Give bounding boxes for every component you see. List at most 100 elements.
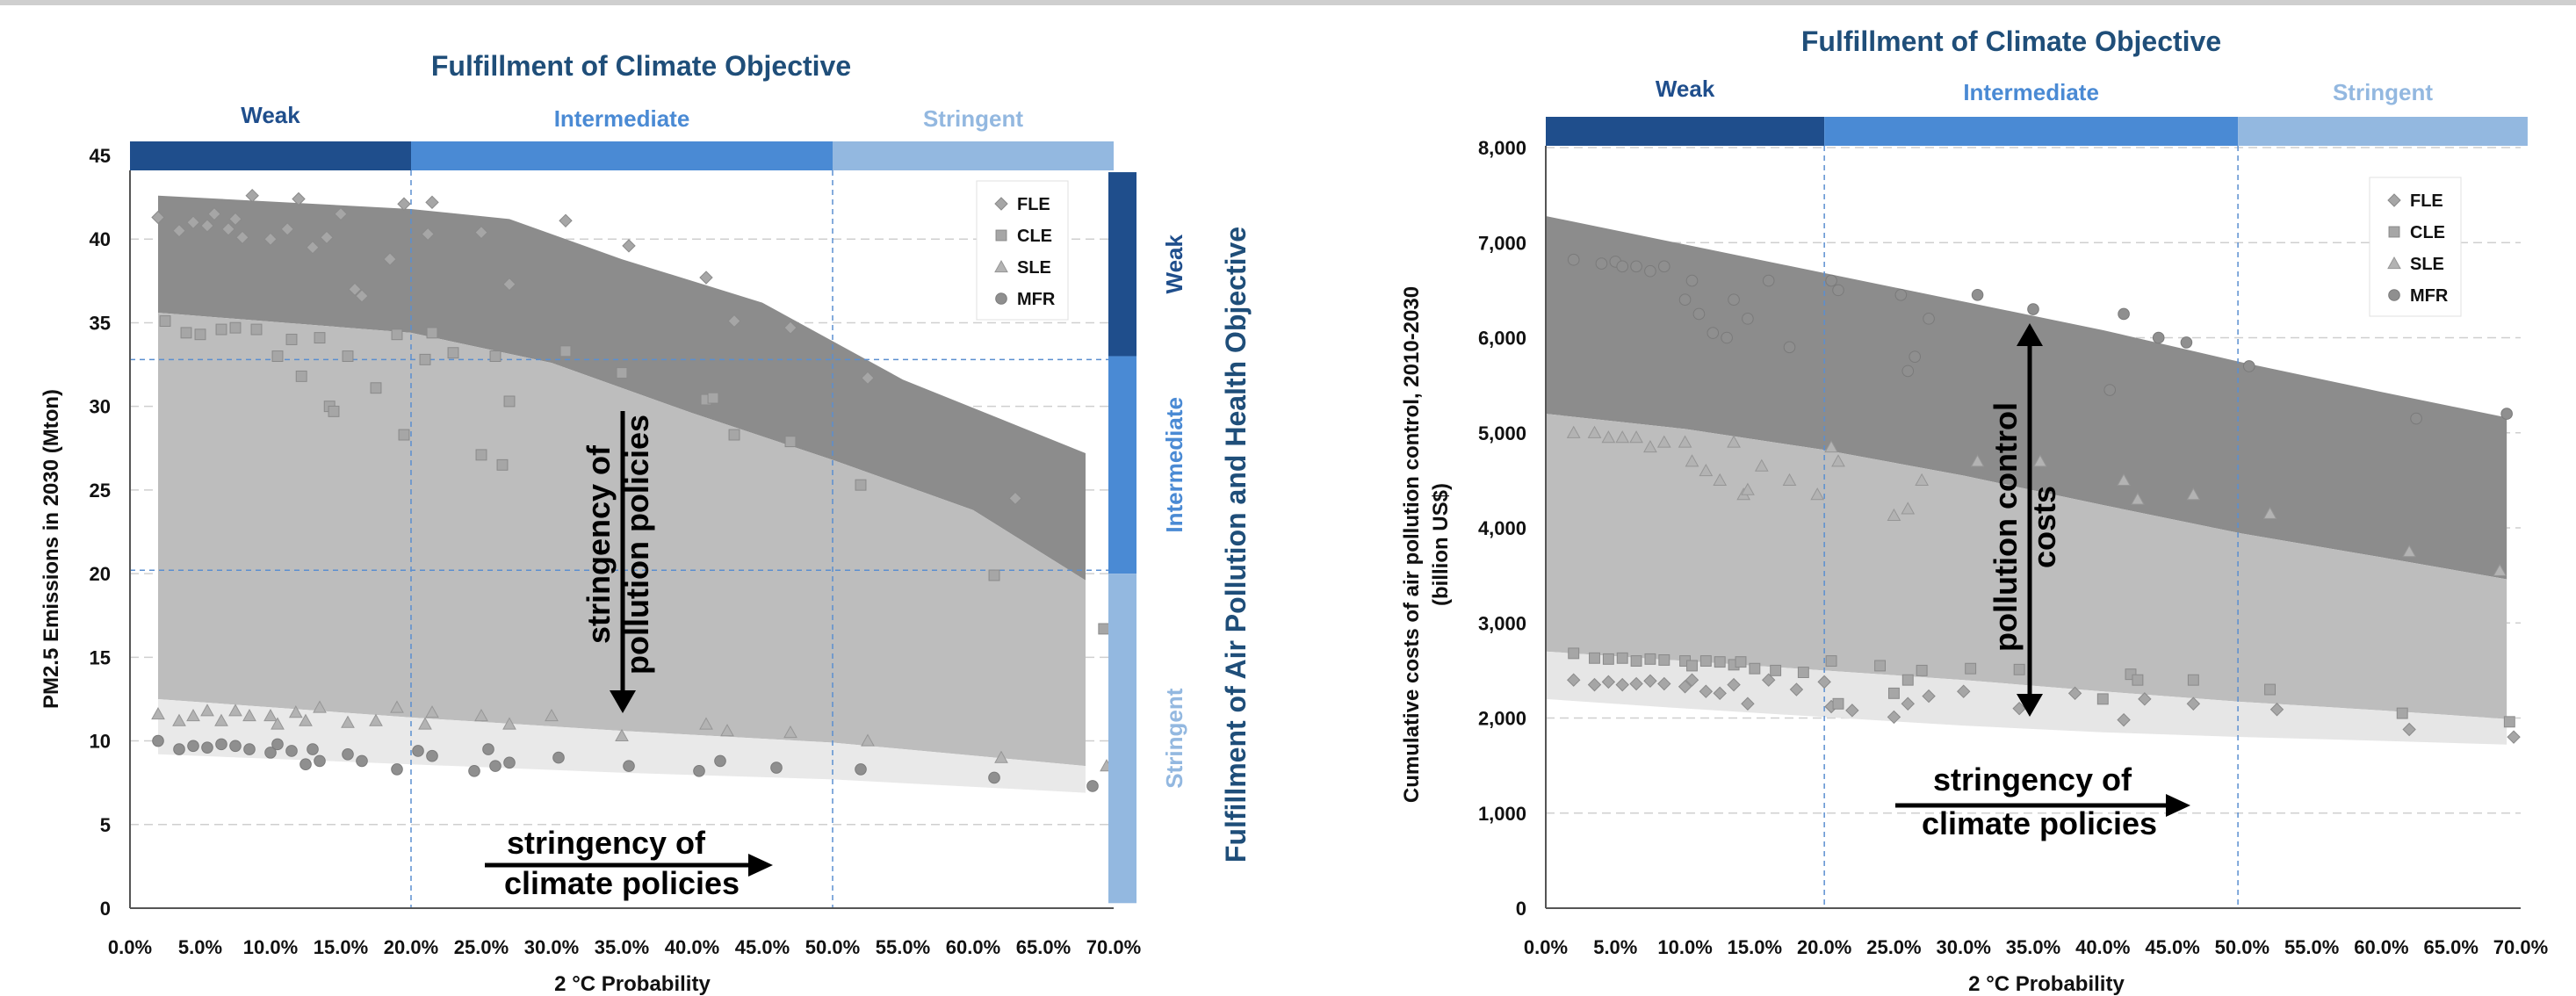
point-mfr: [1692, 307, 1706, 321]
point-cle: [250, 323, 263, 336]
point-cle: [784, 436, 797, 448]
point-mfr: [2410, 412, 2422, 425]
point-sle: [502, 717, 516, 730]
point-fle: [348, 282, 362, 297]
point-cle: [314, 332, 326, 344]
x-tick-label: 35.0%: [595, 936, 649, 958]
annotation-pollution-policies: stringency of pollution policies: [581, 411, 655, 713]
point-cle: [1735, 656, 1747, 668]
point-fle: [1762, 673, 1776, 687]
point-fle: [474, 225, 488, 240]
point-cle: [398, 429, 410, 441]
point-sle: [1566, 425, 1581, 438]
x-tick-label: 60.0%: [2354, 936, 2408, 958]
point-cle: [1832, 697, 1844, 710]
point-fle: [421, 227, 435, 242]
y-tick-label: 5,000: [1478, 422, 1526, 444]
health-band-label-intermediate: Intermediate: [1161, 397, 1187, 533]
point-sle: [172, 713, 186, 726]
point-cle: [1874, 660, 1887, 672]
point-cle: [855, 479, 867, 491]
point-cle: [1616, 652, 1628, 664]
point-fle: [2138, 692, 2152, 706]
point-sle: [2402, 545, 2416, 558]
point-mfr: [552, 751, 565, 764]
point-fle: [207, 206, 221, 221]
point-mfr: [173, 743, 185, 755]
x-tick-label: 70.0%: [1086, 936, 1141, 958]
point-fle: [1845, 704, 1859, 718]
legend-marker-fle: [994, 197, 1008, 211]
annotation-pollution-line2: pollution policies: [619, 415, 655, 675]
point-sle: [425, 705, 439, 718]
climate-band-stringent: [2238, 117, 2528, 146]
point-cle: [391, 328, 403, 341]
point-mfr: [356, 754, 368, 768]
point-sle: [1727, 435, 1741, 448]
x-tick-label: 35.0%: [2006, 936, 2060, 958]
point-mfr: [2500, 408, 2513, 420]
y-tick-label: 0: [100, 898, 111, 920]
point-fle: [263, 232, 278, 246]
y-tick-label: 40: [90, 228, 111, 250]
point-mfr: [2027, 303, 2039, 315]
annotation-climate-policies-right: stringency of climate policies: [1895, 761, 2190, 841]
annotation-climate-left-line2: climate policies: [504, 865, 740, 901]
point-mfr: [623, 760, 635, 772]
point-sle: [1699, 464, 1714, 477]
point-sle: [2131, 492, 2145, 505]
point-mfr: [307, 743, 319, 755]
health-band-intermediate: [1108, 356, 1136, 574]
legend-marker-sle: [2387, 256, 2401, 270]
climate-band-label-weak: Weak: [241, 102, 300, 128]
point-fle: [334, 206, 348, 221]
point-cle: [1630, 655, 1642, 667]
point-mfr: [503, 756, 516, 769]
legend-marker-sle: [994, 259, 1008, 273]
point-fle: [1887, 710, 1901, 725]
point-mfr: [1630, 260, 1642, 273]
legend-label-mfr: MFR: [2410, 286, 2449, 306]
point-fle: [228, 212, 242, 227]
point-sle: [1685, 454, 1699, 467]
point-sle: [2262, 506, 2277, 519]
point-mfr: [152, 734, 164, 747]
annotation-costs-line2: costs: [2026, 486, 2062, 568]
point-cle: [1602, 653, 1614, 665]
point-fle: [1922, 689, 1936, 704]
point-sle: [720, 724, 734, 737]
x-tick-label: 45.0%: [735, 936, 790, 958]
x-tick-label: 55.0%: [2284, 936, 2339, 958]
y-tick-label: 3,000: [1478, 612, 1526, 634]
point-fle: [2186, 696, 2201, 711]
point-fle: [425, 195, 439, 210]
point-mfr: [770, 761, 783, 774]
point-sle: [1587, 425, 1602, 438]
point-fle: [783, 321, 797, 335]
pm25-emissions-chart: Weak Intermediate Stringent Weak Intermedia…: [40, 50, 1252, 996]
point-cle: [2096, 693, 2109, 705]
point-fle: [1587, 677, 1602, 692]
annotation-climate-right-line1: stringency of: [1933, 761, 2132, 798]
x-tick-label: 0.0%: [1524, 936, 1568, 958]
point-mfr: [243, 743, 256, 755]
point-fle: [1901, 696, 1915, 711]
point-cle: [2396, 707, 2408, 719]
point-cle: [342, 350, 354, 362]
point-sle: [214, 713, 228, 726]
point-fle: [1727, 677, 1741, 692]
point-sle: [783, 725, 797, 739]
y-tick-label: 6,000: [1478, 328, 1526, 350]
point-sle: [994, 750, 1008, 763]
legend-right: FLE CLE SLE MFR: [2369, 177, 2462, 317]
point-mfr: [2118, 307, 2130, 321]
x-tick-label: 30.0%: [524, 936, 579, 958]
point-fle: [727, 314, 741, 328]
point-fle: [2067, 686, 2082, 701]
point-cle: [1887, 687, 1900, 699]
point-sle: [1601, 430, 1616, 444]
point-fle: [1957, 684, 1971, 698]
point-sle: [1643, 439, 1657, 453]
y-axis-label-left: PM2.5 Emissions in 2030 (Mton): [40, 389, 63, 709]
